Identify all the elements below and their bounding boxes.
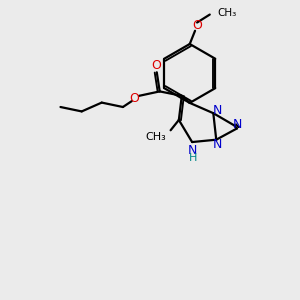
Text: O: O: [129, 92, 139, 105]
Text: CH₃: CH₃: [146, 132, 166, 142]
Text: N: N: [213, 138, 222, 151]
Text: O: O: [192, 19, 202, 32]
Text: N: N: [188, 144, 197, 158]
Text: N: N: [213, 104, 222, 117]
Text: N: N: [233, 118, 242, 130]
Text: O: O: [151, 59, 161, 72]
Text: H: H: [188, 153, 197, 163]
Text: CH₃: CH₃: [218, 8, 237, 18]
